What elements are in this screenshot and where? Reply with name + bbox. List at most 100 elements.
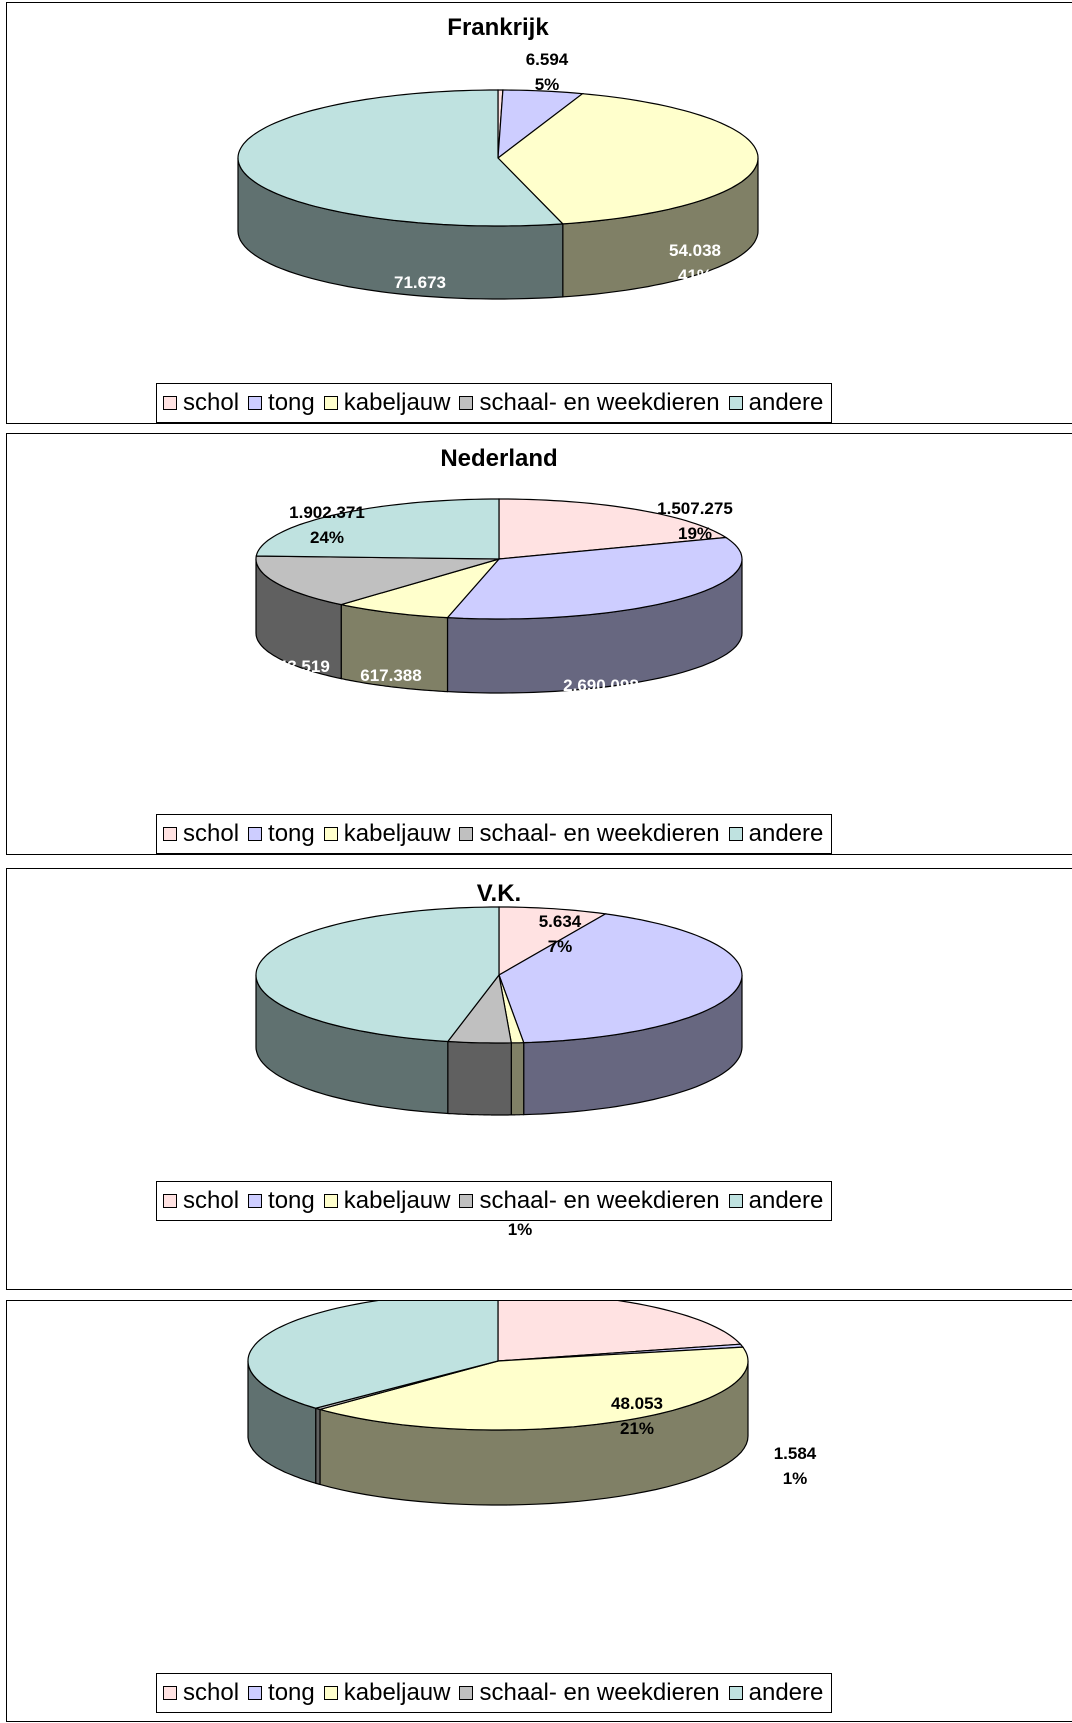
legend-label: schaal- en weekdieren: [479, 820, 720, 847]
chart-panel-vk: V.K.5.6347%32.12641%6371%3.2654%36.38547…: [6, 868, 1072, 1290]
legend-swatch: [323, 1194, 338, 1208]
legend-item: schol: [163, 820, 239, 848]
legend-label: schol: [183, 820, 240, 847]
legend-item: tong: [248, 389, 315, 417]
legend-item: schol: [163, 389, 239, 417]
legend-item: schol: [163, 1187, 239, 1215]
legend-label: schaal- en weekdieren: [479, 1679, 720, 1706]
data-label-percent: 34%: [584, 701, 618, 720]
data-label-value: 2.690.098: [563, 676, 639, 695]
slice-kabeljauw: [497, 93, 759, 225]
slice-andere: [255, 498, 500, 560]
legend-swatch: [323, 827, 338, 841]
legend-swatch: [248, 827, 263, 841]
slice-tong: [497, 89, 585, 160]
pie-chart-nederland: Nederland 1.507.275 19% 2.690.098 34% 617.388…: [254, 445, 743, 720]
legend-swatch: [728, 827, 743, 841]
data-label-percent: 19%: [678, 524, 712, 543]
legend-item: kabeljauw: [323, 1679, 451, 1707]
slice-schaal-en-weekdieren: [255, 555, 500, 606]
data-label-percent: 8%: [379, 691, 404, 710]
legend-item: andere: [728, 820, 824, 848]
legend-item: schol: [163, 1679, 239, 1707]
slice-kabeljauw: [341, 557, 501, 619]
slice-schol: [497, 1301, 742, 1362]
slice-schaal-en-weekdieren: [446, 973, 513, 1044]
data-label-value: 93.072: [589, 1557, 641, 1576]
data-label-percent: 15%: [275, 682, 309, 701]
data-label-percent: 41%: [678, 266, 712, 285]
slice-andere: [247, 1301, 499, 1409]
chart-panel-denemarken: Denemarken48.05321%1.5841%93.07241%84.32…: [6, 1300, 1072, 1722]
slice-kabeljauw: [317, 1346, 749, 1431]
data-label-value: 3.265: [450, 1112, 493, 1131]
legend-label: schol: [183, 389, 240, 416]
data-label-percent: 1%: [508, 1220, 533, 1239]
data-label-percent: 5%: [535, 75, 560, 94]
chart-title: Frankrijk: [447, 14, 549, 41]
legend-label: schol: [183, 1187, 240, 1214]
slice-andere: [255, 906, 500, 1043]
slice-andere: [237, 89, 565, 227]
legend-swatch: [163, 396, 177, 410]
slice-tong: [498, 913, 743, 1044]
slice-side-schaal-en-weekdieren: [447, 1040, 512, 1116]
chart-legend: schol tong kabeljauw schaal- en weekdieren a…: [156, 1181, 833, 1221]
data-label-value: 48.053: [611, 1394, 663, 1413]
legend-item: schaal- en weekdieren: [459, 1187, 720, 1215]
legend-swatch: [323, 396, 338, 410]
data-label-value: 54.038: [669, 241, 721, 260]
data-label-value: 1.507.275: [657, 499, 733, 518]
legend-label: kabeljauw: [343, 389, 451, 416]
legend-label: kabeljauw: [343, 1679, 451, 1706]
legend-swatch: [728, 1686, 743, 1700]
legend-item: schaal- en weekdieren: [459, 820, 720, 848]
legend-swatch: [459, 1686, 474, 1700]
chart-panel-nederland: Nederland 1.507.275 19% 2.690.098 34% 617.388…: [6, 433, 1072, 855]
data-label-percent: 4%: [459, 1137, 484, 1156]
legend-swatch: [459, 1194, 474, 1208]
data-label-value: 71.673: [394, 273, 446, 292]
legend-item: andere: [728, 389, 823, 417]
data-label-value: 32.126: [654, 1106, 706, 1125]
data-label-value: 617.388: [360, 666, 421, 685]
pie-chart-denemarken: Denemarken48.05321%1.5841%93.07241%84.32…: [225, 1301, 817, 1601]
chart-title: V.K.: [477, 880, 521, 907]
legend-label: tong: [268, 1187, 315, 1214]
data-label-value: 1.584: [774, 1444, 817, 1463]
slice-schol: [498, 498, 728, 560]
legend-label: andere: [748, 820, 824, 847]
data-label-percent: 47%: [345, 1131, 379, 1150]
legend-label: schaal- en weekdieren: [479, 389, 720, 416]
legend-item: andere: [728, 1679, 824, 1707]
pie-chart-vk: V.K.5.6347%32.12641%6371%3.2654%36.38547…: [255, 880, 743, 1239]
legend-item: schaal- en weekdieren: [459, 389, 720, 417]
legend-label: tong: [268, 820, 315, 847]
data-label-value: 84.321: [225, 1519, 277, 1538]
data-label-percent: 1%: [783, 1469, 808, 1488]
slice-tong: [446, 536, 743, 620]
data-label-percent: 54%: [403, 298, 437, 317]
chart-legend: schol tong kabeljauw schaal- en weekdieren a…: [156, 383, 833, 423]
legend-swatch: [248, 396, 263, 410]
chart-legend: schol tong kabeljauw schaal- en weekdieren a…: [156, 814, 833, 854]
legend-swatch: [163, 1686, 177, 1700]
legend-swatch: [248, 1686, 263, 1700]
slice-side-schaal-en-weekdieren: [315, 1407, 321, 1485]
legend-label: andere: [748, 1679, 824, 1706]
legend-swatch: [728, 396, 743, 410]
data-label-value: 36.385: [336, 1106, 388, 1125]
legend-label: andere: [748, 1187, 824, 1214]
legend-item: kabeljauw: [323, 389, 451, 417]
legend-label: tong: [268, 389, 315, 416]
data-label-value: 6.594: [526, 50, 569, 69]
data-label-percent: 41%: [598, 1582, 632, 1601]
data-label-percent: 24%: [310, 528, 344, 547]
data-label-value: 5.634: [539, 912, 582, 931]
legend-swatch: [459, 827, 474, 841]
legend-swatch: [163, 827, 177, 841]
legend-swatch: [728, 1194, 743, 1208]
data-label-percent: 37%: [234, 1544, 268, 1563]
data-label-value: 1.143.519: [254, 657, 330, 676]
